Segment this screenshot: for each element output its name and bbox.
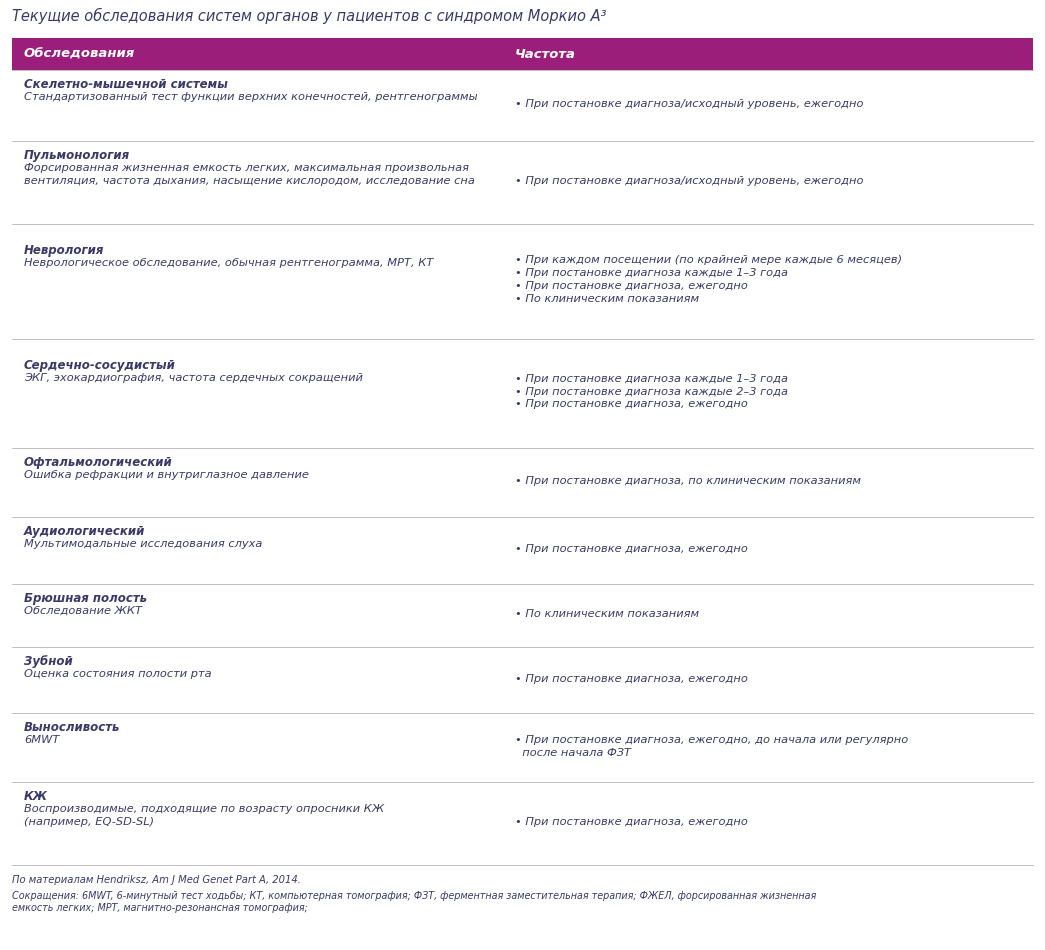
Text: Аудиологический: Аудиологический [24, 525, 145, 538]
Text: • При каждом посещении (по крайней мере каждые 6 месяцев)
• При постановке диагн: • При каждом посещении (по крайней мере … [515, 256, 902, 304]
Text: • При постановке диагноза, ежегодно: • При постановке диагноза, ежегодно [515, 817, 748, 827]
Text: Неврологическое обследование, обычная рентгенограмма, МРТ, КТ: Неврологическое обследование, обычная ре… [24, 258, 434, 268]
Text: Обследование ЖКТ: Обследование ЖКТ [24, 605, 142, 616]
Text: КЖ: КЖ [24, 790, 48, 804]
Text: Частота: Частота [515, 48, 576, 61]
Text: Ошибка рефракции и внутриглазное давление: Ошибка рефракции и внутриглазное давлени… [24, 470, 309, 480]
Text: • При постановке диагноза, ежегодно, до начала или регулярно
  после начала ФЗТ: • При постановке диагноза, ежегодно, до … [515, 734, 908, 757]
Text: Выносливость: Выносливость [24, 721, 120, 734]
Text: 6МWT: 6МWT [24, 735, 60, 746]
Text: Пульмонология: Пульмонология [24, 149, 131, 162]
Text: • При постановке диагноза, ежегодно: • При постановке диагноза, ежегодно [515, 543, 748, 554]
Text: • При постановке диагноза/исходный уровень, ежегодно: • При постановке диагноза/исходный урове… [515, 176, 863, 186]
Text: Офтальмологический: Офтальмологический [24, 456, 172, 469]
Text: • При постановке диагноза, по клиническим показаниям: • При постановке диагноза, по клинически… [515, 476, 861, 486]
Text: Неврология: Неврология [24, 244, 105, 256]
Text: По материалам Hendriksz, Am J Med Genet Part A, 2014.: По материалам Hendriksz, Am J Med Genet … [11, 875, 301, 885]
Text: Сокращения: 6МWT, 6-минутный тест ходьбы; КТ, компьютерная томография; ФЗТ, ферм: Сокращения: 6МWT, 6-минутный тест ходьбы… [11, 891, 816, 913]
Text: • При постановке диагноза, ежегодно: • При постановке диагноза, ежегодно [515, 674, 748, 684]
Text: Зубной: Зубной [24, 655, 73, 668]
Text: • По клиническим показаниям: • По клиническим показаниям [515, 609, 699, 618]
Text: • При постановке диагноза каждые 1–3 года
• При постановке диагноза каждые 2–3 г: • При постановке диагноза каждые 1–3 год… [515, 374, 788, 409]
Text: ЭКГ, эхокардиография, частота сердечных сокращений: ЭКГ, эхокардиография, частота сердечных … [24, 372, 363, 383]
Text: Мультимодальные исследования слуха: Мультимодальные исследования слуха [24, 539, 262, 549]
Text: Сердечно-сосудистый: Сердечно-сосудистый [24, 359, 176, 371]
Text: Оценка состояния полости рта: Оценка состояния полости рта [24, 669, 212, 678]
Text: Обследования: Обследования [24, 48, 135, 61]
Text: Воспроизводимые, подходящие по возрасту опросники КЖ
(например, EQ-SD-SL): Воспроизводимые, подходящие по возрасту … [24, 805, 385, 827]
Text: Форсированная жизненная емкость легких, максимальная произвольная
вентиляция, ча: Форсированная жизненная емкость легких, … [24, 163, 474, 186]
Bar [11, 38, 1034, 70]
Text: Брюшная полость: Брюшная полость [24, 592, 147, 604]
Text: Текущие обследования систем органов у пациентов с синдромом Моркио А³: Текущие обследования систем органов у па… [11, 8, 606, 24]
Text: Скелетно-мышечной системы: Скелетно-мышечной системы [24, 78, 228, 91]
Text: Стандартизованный тест функции верхних конечностей, рентгенограммы: Стандартизованный тест функции верхних к… [24, 92, 478, 102]
Text: • При постановке диагноза/исходный уровень, ежегодно: • При постановке диагноза/исходный урове… [515, 99, 863, 109]
